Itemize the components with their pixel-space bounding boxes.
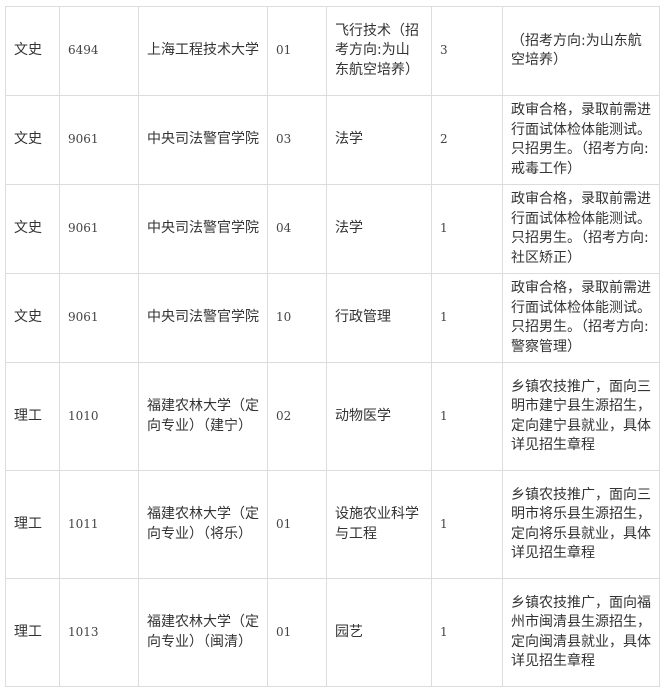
category-cell: 文史 (5, 95, 60, 185)
school-code-cell: 1011 (59, 470, 139, 579)
category-cell: 文史 (5, 6, 60, 96)
category-cell: 文史 (5, 184, 60, 274)
notes-cell: 政审合格，录取前需进行面试体检体能测试。只招男生。（招考方向:戒毒工作） (502, 95, 660, 185)
major-code-cell: 10 (267, 273, 327, 363)
school-name-cell: 中央司法警官学院 (138, 273, 268, 363)
major-name-cell: 动物医学 (326, 362, 432, 471)
notes-cell: 乡镇农技推广，面向福州市闽清县生源招生，定向闽清县就业，具体详见招生章程 (502, 578, 660, 687)
major-code-cell: 01 (267, 578, 327, 687)
notes-cell: （招考方向:为山东航空培养） (502, 6, 660, 96)
school-code-cell: 9061 (59, 184, 139, 274)
enrollment-count-cell: 1 (431, 470, 503, 579)
table-row: 文史 9061 中央司法警官学院 10 行政管理 1 政审合格，录取前需进行面试体检体能测试… (5, 273, 660, 363)
school-code-cell: 1013 (59, 578, 139, 687)
school-code-cell: 6494 (59, 6, 139, 96)
notes-cell: 乡镇农技推广，面向三明市建宁县生源招生，定向建宁县就业，具体详见招生章程 (502, 362, 660, 471)
table-row: 文史 6494 上海工程技术大学 01 飞行技术（招考方向:为山东航空培养） 3 （招考方向… (5, 6, 660, 96)
major-code-cell: 01 (267, 470, 327, 579)
table-row: 文史 9061 中央司法警官学院 04 法学 1 政审合格，录取前需进行面试体检体能测试。只… (5, 184, 660, 274)
school-name-cell: 中央司法警官学院 (138, 95, 268, 185)
major-code-cell: 01 (267, 6, 327, 96)
major-code-cell: 03 (267, 95, 327, 185)
notes-cell: 政审合格，录取前需进行面试体检体能测试。只招男生。（招考方向:社区矫正） (502, 184, 660, 274)
table-row: 理工 1011 福建农林大学（定向专业）（将乐） 01 设施农业科学与工程 1 乡镇农技推广… (5, 470, 660, 579)
school-name-cell: 福建农林大学（定向专业）（建宁） (138, 362, 268, 471)
category-cell: 理工 (5, 362, 60, 471)
major-code-cell: 04 (267, 184, 327, 274)
notes-cell: 乡镇农技推广，面向三明市将乐县生源招生，定向将乐县就业，具体详见招生章程 (502, 470, 660, 579)
category-cell: 理工 (5, 578, 60, 687)
enrollment-count-cell: 1 (431, 578, 503, 687)
school-code-cell: 1010 (59, 362, 139, 471)
school-name-cell: 福建农林大学（定向专业）（将乐） (138, 470, 268, 579)
enrollment-count-cell: 3 (431, 6, 503, 96)
school-code-cell: 9061 (59, 95, 139, 185)
school-name-cell: 上海工程技术大学 (138, 6, 268, 96)
school-name-cell: 福建农林大学（定向专业）（闽清） (138, 578, 268, 687)
major-name-cell: 园艺 (326, 578, 432, 687)
table-row: 理工 1010 福建农林大学（定向专业）（建宁） 02 动物医学 1 乡镇农技推广，面向三明… (5, 362, 660, 471)
category-cell: 理工 (5, 470, 60, 579)
category-cell: 文史 (5, 273, 60, 363)
table-row: 理工 1013 福建农林大学（定向专业）（闽清） 01 园艺 1 乡镇农技推广，面向福州市闽… (5, 578, 660, 687)
enrollment-count-cell: 2 (431, 95, 503, 185)
enrollment-count-cell: 1 (431, 273, 503, 363)
school-code-cell: 9061 (59, 273, 139, 363)
major-name-cell: 行政管理 (326, 273, 432, 363)
enrollment-count-cell: 1 (431, 184, 503, 274)
enrollment-count-cell: 1 (431, 362, 503, 471)
table-row: 文史 9061 中央司法警官学院 03 法学 2 政审合格，录取前需进行面试体检体能测试。只… (5, 95, 660, 185)
major-name-cell: 法学 (326, 95, 432, 185)
major-name-cell: 飞行技术（招考方向:为山东航空培养） (326, 6, 432, 96)
major-name-cell: 法学 (326, 184, 432, 274)
notes-cell: 政审合格，录取前需进行面试体检体能测试。只招男生。（招考方向:警察管理） (502, 273, 660, 363)
major-code-cell: 02 (267, 362, 327, 471)
major-name-cell: 设施农业科学与工程 (326, 470, 432, 579)
school-name-cell: 中央司法警官学院 (138, 184, 268, 274)
admissions-table: 文史 6494 上海工程技术大学 01 飞行技术（招考方向:为山东航空培养） 3 （招考方向… (5, 6, 660, 687)
